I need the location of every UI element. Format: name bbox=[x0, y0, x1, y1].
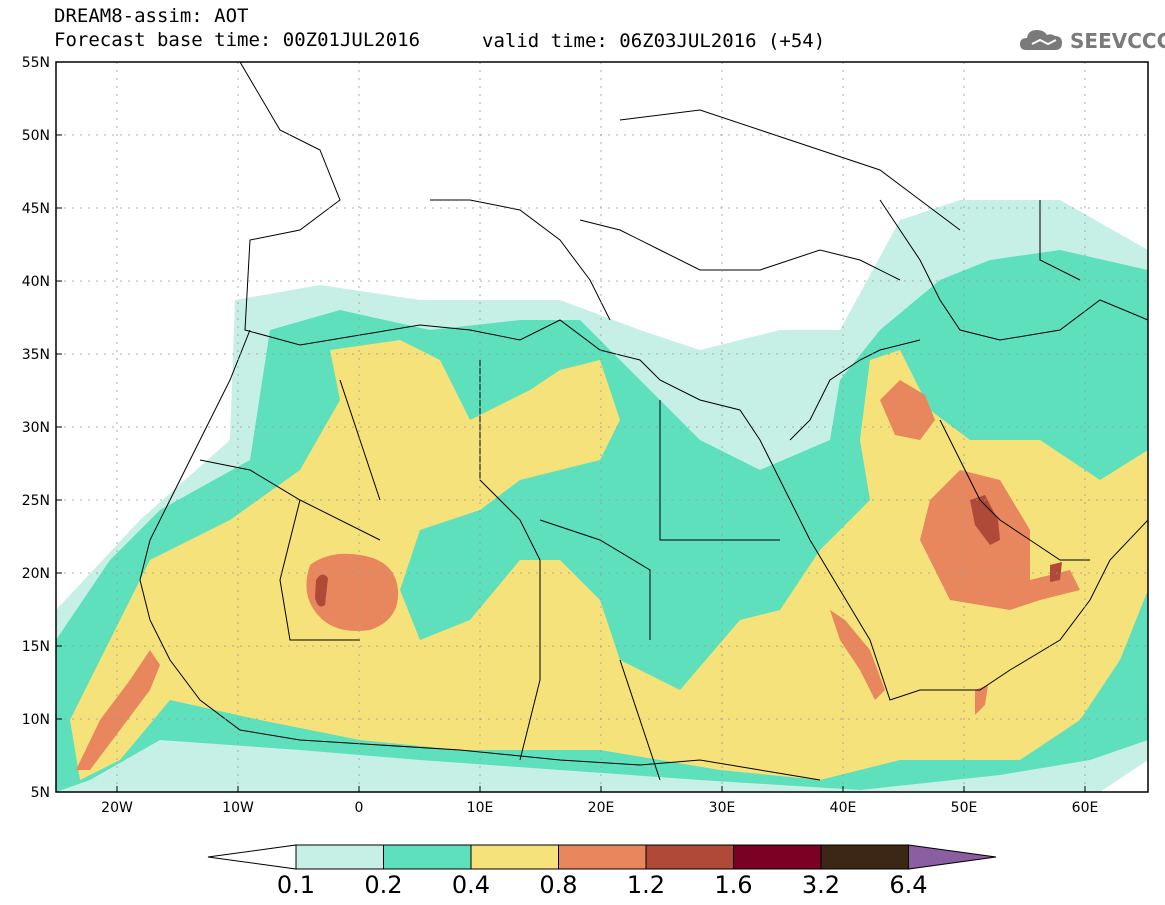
valid-time: valid time: 06Z03JUL2016 (+54) bbox=[482, 30, 826, 52]
colorbar-label: 0.2 bbox=[364, 871, 402, 899]
colorbar-label: 0.1 bbox=[277, 871, 315, 899]
colorbar: 0.1 0.2 0.4 0.8 1.2 1.6 3.2 6.4 bbox=[207, 844, 997, 899]
colorbar-label: 1.6 bbox=[714, 871, 752, 899]
colorbar-left-arrow bbox=[207, 844, 297, 870]
lat-label: 30N bbox=[22, 420, 50, 436]
lon-label: 30E bbox=[709, 800, 736, 816]
colorbar-segment bbox=[558, 844, 647, 870]
lon-label: 10W bbox=[222, 800, 254, 816]
logo-text: SEEVCCC bbox=[1070, 29, 1165, 53]
lon-label: 50E bbox=[951, 800, 978, 816]
lon-label: 60E bbox=[1072, 800, 1099, 816]
lon-label: 40E bbox=[830, 800, 857, 816]
lat-label: 20N bbox=[22, 566, 50, 582]
colorbar-label: 0.8 bbox=[539, 871, 577, 899]
colorbar-label: 1.2 bbox=[627, 871, 665, 899]
colorbar-segment bbox=[383, 844, 472, 870]
longitude-labels: 20W 10W 0 10E 20E 30E 40E 50E 60E bbox=[101, 800, 1098, 816]
cloud-icon bbox=[1020, 30, 1062, 50]
lat-label: 50N bbox=[22, 128, 50, 144]
lat-label: 55N bbox=[22, 55, 50, 71]
colorbar-label: 6.4 bbox=[889, 871, 927, 899]
lon-label: 10E bbox=[467, 800, 494, 816]
lat-label: 45N bbox=[22, 201, 50, 217]
lon-label: 20W bbox=[101, 800, 133, 816]
colorbar-segment bbox=[470, 844, 559, 870]
coastlines bbox=[139, 62, 1148, 781]
lat-label: 10N bbox=[22, 712, 50, 728]
tick-marks bbox=[56, 61, 1086, 792]
colorbar-segment bbox=[645, 844, 734, 870]
colorbar-label: 0.4 bbox=[452, 871, 490, 899]
colorbar-label: 3.2 bbox=[802, 871, 840, 899]
lat-label: 25N bbox=[22, 493, 50, 509]
map-title: DREAM8-assim: AOT bbox=[54, 5, 249, 27]
colorbar-segment bbox=[295, 844, 384, 870]
colorbar-segment bbox=[733, 844, 822, 870]
colorbar-segment bbox=[820, 844, 909, 870]
gridlines bbox=[56, 62, 1148, 792]
lon-label: 0 bbox=[355, 800, 364, 816]
latitude-labels: 55N 50N 45N 40N 35N 30N 25N 20N 15N 10N … bbox=[22, 55, 50, 801]
forecast-base-time: Forecast base time: 00Z01JUL2016 bbox=[54, 29, 421, 51]
lat-label: 40N bbox=[22, 274, 50, 290]
lat-label: 15N bbox=[22, 639, 50, 655]
lon-label: 20E bbox=[588, 800, 615, 816]
lat-label: 35N bbox=[22, 347, 50, 363]
lat-label: 5N bbox=[31, 785, 50, 801]
colorbar-right-arrow bbox=[908, 844, 997, 870]
